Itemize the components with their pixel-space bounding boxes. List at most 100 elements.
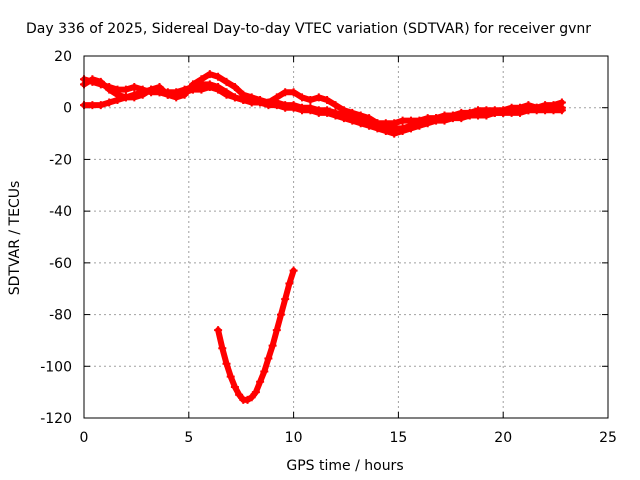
y-tick-label: -120 bbox=[40, 411, 72, 427]
data-point bbox=[432, 114, 441, 123]
data-point bbox=[465, 108, 474, 117]
y-tick-label: -60 bbox=[49, 256, 72, 272]
x-tick-label: 20 bbox=[494, 430, 512, 446]
data-point bbox=[339, 114, 348, 123]
data-point bbox=[323, 108, 332, 117]
data-point bbox=[490, 106, 499, 115]
data-point bbox=[356, 111, 365, 120]
data-point bbox=[96, 101, 105, 110]
data-point bbox=[243, 395, 252, 404]
data-point bbox=[390, 124, 399, 133]
data-point bbox=[205, 70, 214, 79]
data-point bbox=[172, 93, 181, 102]
data-point bbox=[205, 83, 214, 91]
data-point bbox=[222, 90, 231, 99]
data-point bbox=[214, 85, 223, 94]
data-point bbox=[218, 344, 227, 353]
data-point bbox=[121, 93, 130, 102]
data-point bbox=[348, 108, 357, 117]
data-point bbox=[272, 93, 281, 102]
x-tick-label: 0 bbox=[80, 430, 89, 446]
x-tick-label: 5 bbox=[184, 430, 193, 446]
data-point bbox=[268, 341, 277, 350]
data-point bbox=[507, 103, 516, 112]
data-point bbox=[260, 367, 269, 376]
data-point bbox=[285, 279, 294, 288]
series-dip-arc bbox=[214, 266, 298, 404]
data-point bbox=[331, 101, 340, 110]
data-point bbox=[365, 121, 374, 130]
data-point bbox=[281, 103, 290, 112]
data-point bbox=[499, 106, 508, 115]
data-point bbox=[197, 85, 206, 94]
data-point bbox=[532, 103, 541, 112]
data-point bbox=[189, 80, 197, 89]
x-axis-label: GPS time / hours bbox=[286, 458, 403, 474]
data-point bbox=[356, 119, 365, 128]
data-point bbox=[138, 90, 147, 99]
data-point bbox=[281, 88, 290, 97]
data-point bbox=[214, 72, 223, 81]
data-point bbox=[247, 93, 256, 102]
data-point bbox=[323, 96, 332, 104]
series-line bbox=[81, 71, 565, 132]
y-tick-label: -80 bbox=[49, 308, 72, 324]
data-point bbox=[474, 106, 482, 115]
data-point bbox=[331, 111, 340, 120]
data-point bbox=[226, 372, 235, 381]
data-point bbox=[264, 98, 273, 107]
data-point bbox=[163, 90, 172, 99]
y-axis-label: SDTVAR / TECUs bbox=[7, 181, 23, 296]
data-point bbox=[281, 295, 290, 304]
data-point bbox=[289, 103, 298, 112]
data-point bbox=[339, 106, 348, 115]
tick-labels: 0 5 10 15 20 25 20 0 -20 -40 -60 -80 -100 -120 bbox=[40, 49, 617, 446]
data-point bbox=[440, 111, 449, 120]
chart-title: Day 336 of 2025, Sidereal Day-to-day VTE… bbox=[26, 21, 591, 37]
y-tick-label: -100 bbox=[40, 359, 72, 375]
data-point bbox=[88, 75, 97, 84]
data-point bbox=[272, 326, 281, 335]
data-point bbox=[272, 101, 281, 110]
data-point bbox=[314, 108, 323, 117]
data-point bbox=[524, 101, 533, 110]
data-point bbox=[180, 90, 189, 99]
data-point bbox=[96, 77, 105, 86]
y-tick-label: -20 bbox=[49, 152, 72, 168]
data-point bbox=[398, 124, 407, 133]
data-point bbox=[348, 116, 357, 125]
x-tick-label: 15 bbox=[389, 430, 407, 446]
x-tick-label: 25 bbox=[599, 430, 617, 446]
x-tick-label: 10 bbox=[285, 430, 303, 446]
series-upper-band-3 bbox=[80, 70, 566, 133]
data-point bbox=[222, 77, 231, 86]
data-point bbox=[298, 106, 306, 115]
data-point bbox=[214, 326, 223, 335]
data-point bbox=[230, 93, 239, 102]
y-tick-label: 20 bbox=[54, 49, 72, 65]
data-point bbox=[557, 98, 566, 107]
data-point bbox=[256, 96, 265, 104]
data-point bbox=[155, 83, 164, 91]
data-point bbox=[298, 93, 306, 102]
data-point bbox=[557, 106, 566, 115]
data-point bbox=[264, 354, 273, 363]
data-point bbox=[482, 106, 491, 115]
series-line bbox=[215, 267, 297, 403]
data-point bbox=[88, 101, 97, 110]
data-point bbox=[398, 116, 407, 125]
data-point bbox=[251, 388, 260, 397]
data-point bbox=[516, 103, 524, 112]
data-point bbox=[541, 101, 550, 110]
data-point bbox=[365, 114, 374, 123]
data-point bbox=[415, 119, 424, 128]
data-point bbox=[121, 85, 130, 94]
data-point bbox=[247, 393, 256, 402]
data-point bbox=[222, 359, 231, 368]
data-point bbox=[306, 96, 315, 104]
data-point bbox=[289, 88, 298, 97]
data-point bbox=[105, 98, 114, 107]
y-tick-label: -40 bbox=[49, 204, 72, 220]
data-point bbox=[407, 121, 415, 130]
